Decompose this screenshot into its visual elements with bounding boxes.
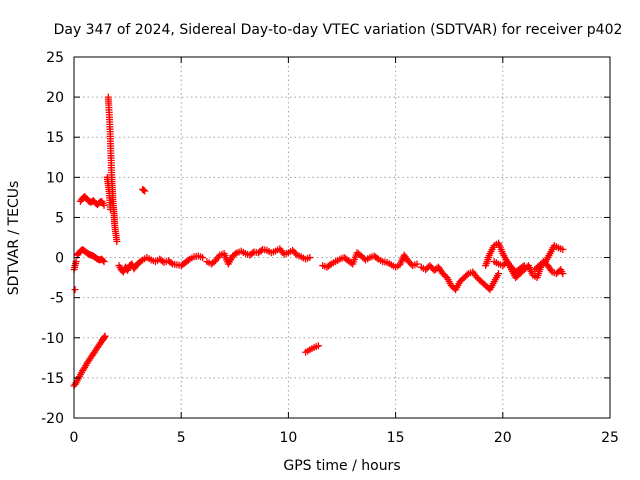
x-tick-label: 5 (177, 430, 186, 446)
data-point (106, 205, 114, 213)
data-point (99, 256, 107, 264)
y-axis-label: SDTVAR / TECUs (6, 181, 22, 296)
x-tick-label: 0 (70, 430, 79, 446)
data-point (314, 342, 322, 350)
data-point (306, 254, 314, 262)
x-tick-label: 10 (279, 430, 297, 446)
y-tick-label: 20 (46, 90, 64, 106)
data-point (167, 259, 175, 267)
data-point (559, 246, 567, 254)
data-point (232, 250, 240, 258)
data-points (70, 93, 567, 390)
x-axis-label: GPS time / hours (283, 458, 400, 474)
grid (74, 57, 610, 418)
x-tick-label: 20 (494, 430, 512, 446)
y-tick-label: -20 (41, 411, 64, 427)
data-point (101, 332, 109, 340)
data-point (199, 254, 207, 262)
chart-title: Day 347 of 2024, Sidereal Day-to-day VTE… (54, 22, 623, 38)
data-point (326, 261, 334, 269)
data-point (373, 254, 381, 262)
x-tick-label: 15 (387, 430, 405, 446)
data-point (463, 271, 471, 279)
data-point (100, 201, 108, 209)
y-tick-label: -10 (41, 331, 64, 347)
data-point (119, 268, 127, 276)
x-tick-label: 25 (601, 430, 619, 446)
data-point (559, 270, 567, 278)
y-tick-label: 0 (55, 251, 64, 267)
y-axis: -20 -15 -10 -5 0 5 10 15 20 25 (41, 50, 610, 427)
data-point (184, 256, 192, 264)
data-point (71, 286, 79, 294)
data-point (413, 260, 421, 268)
y-tick-label: 25 (46, 50, 64, 66)
data-point (495, 270, 503, 278)
data-point (141, 187, 149, 195)
data-point (71, 380, 79, 388)
data-point (292, 250, 300, 258)
x-axis: 0 5 10 15 20 25 (70, 57, 619, 446)
data-point (137, 257, 145, 265)
data-point (140, 186, 148, 194)
plot-frame (73, 56, 611, 419)
data-point (124, 266, 132, 274)
y-tick-label: 10 (46, 170, 64, 186)
y-tick-label: -15 (41, 371, 64, 387)
data-point (113, 238, 121, 246)
data-point (100, 258, 108, 266)
data-point (520, 262, 528, 270)
y-tick-label: 5 (55, 210, 64, 226)
data-point (80, 365, 88, 373)
y-tick-label: 15 (46, 130, 64, 146)
data-point (519, 263, 527, 271)
y-tick-label: -5 (50, 291, 64, 307)
